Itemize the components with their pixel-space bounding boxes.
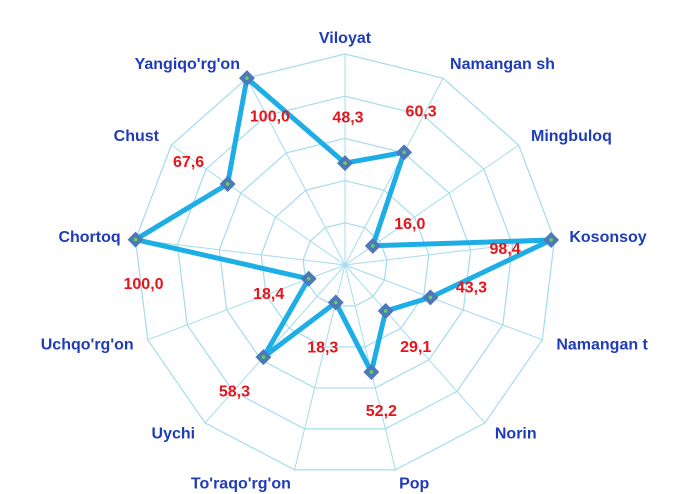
spoke [171, 144, 346, 266]
spoke [294, 264, 346, 470]
value-label: 18,3 [307, 340, 338, 357]
grid-ring [176, 95, 514, 430]
category-label: Chortoq [58, 229, 120, 246]
category-label: Yangiqo'rg'on [135, 56, 240, 73]
marker-dot [549, 238, 553, 242]
grid-ring [260, 179, 430, 348]
category-label: Uchqo'rg'on [41, 336, 134, 353]
value-label: 18,4 [253, 286, 284, 303]
marker-dot [370, 244, 375, 248]
value-label: 52,2 [366, 403, 397, 420]
marker-dot [383, 309, 388, 313]
spoke [147, 264, 346, 341]
value-label: 60,3 [406, 104, 437, 121]
marker-dot [225, 182, 230, 186]
marker-dot [402, 150, 406, 155]
category-label: Kosonsoy [569, 229, 646, 246]
spoke [344, 264, 543, 341]
value-label: 29,1 [400, 339, 431, 356]
category-label: Pop [399, 476, 429, 493]
spoke [135, 239, 346, 266]
marker-dot [428, 295, 433, 300]
category-label: Namangan sh [450, 56, 555, 73]
value-label: 58,3 [219, 383, 250, 400]
value-label: 43,3 [456, 280, 487, 297]
grid-ring [218, 137, 472, 389]
spoke [204, 264, 346, 424]
series-line [133, 75, 554, 375]
marker-dot [245, 76, 249, 80]
spoke [344, 264, 486, 424]
spoke [344, 239, 555, 266]
value-label: 16,0 [394, 216, 425, 233]
marker-dot [369, 370, 374, 374]
category-label: Viloyat [319, 30, 372, 47]
spoke [344, 77, 444, 266]
value-label: 67,6 [173, 154, 204, 171]
spoke [246, 77, 346, 266]
value-label: 98,4 [490, 241, 521, 258]
marker-dot [133, 237, 138, 242]
category-label: To'raqo'rg'on [191, 476, 291, 493]
category-label: Chust [114, 128, 160, 145]
marker-dot [333, 300, 338, 305]
category-label: Mingbuloq [531, 128, 612, 145]
marker-dot [343, 161, 347, 165]
category-label: Norin [495, 425, 537, 442]
value-label: 100,0 [250, 108, 290, 125]
category-label: Namangan t [556, 336, 648, 353]
value-label: 48,3 [332, 109, 363, 126]
marker-dot [306, 276, 311, 281]
value-label: 100,0 [124, 276, 164, 293]
grid-ring [134, 53, 556, 471]
category-label: Uychi [152, 425, 196, 442]
marker-dot [261, 355, 266, 359]
